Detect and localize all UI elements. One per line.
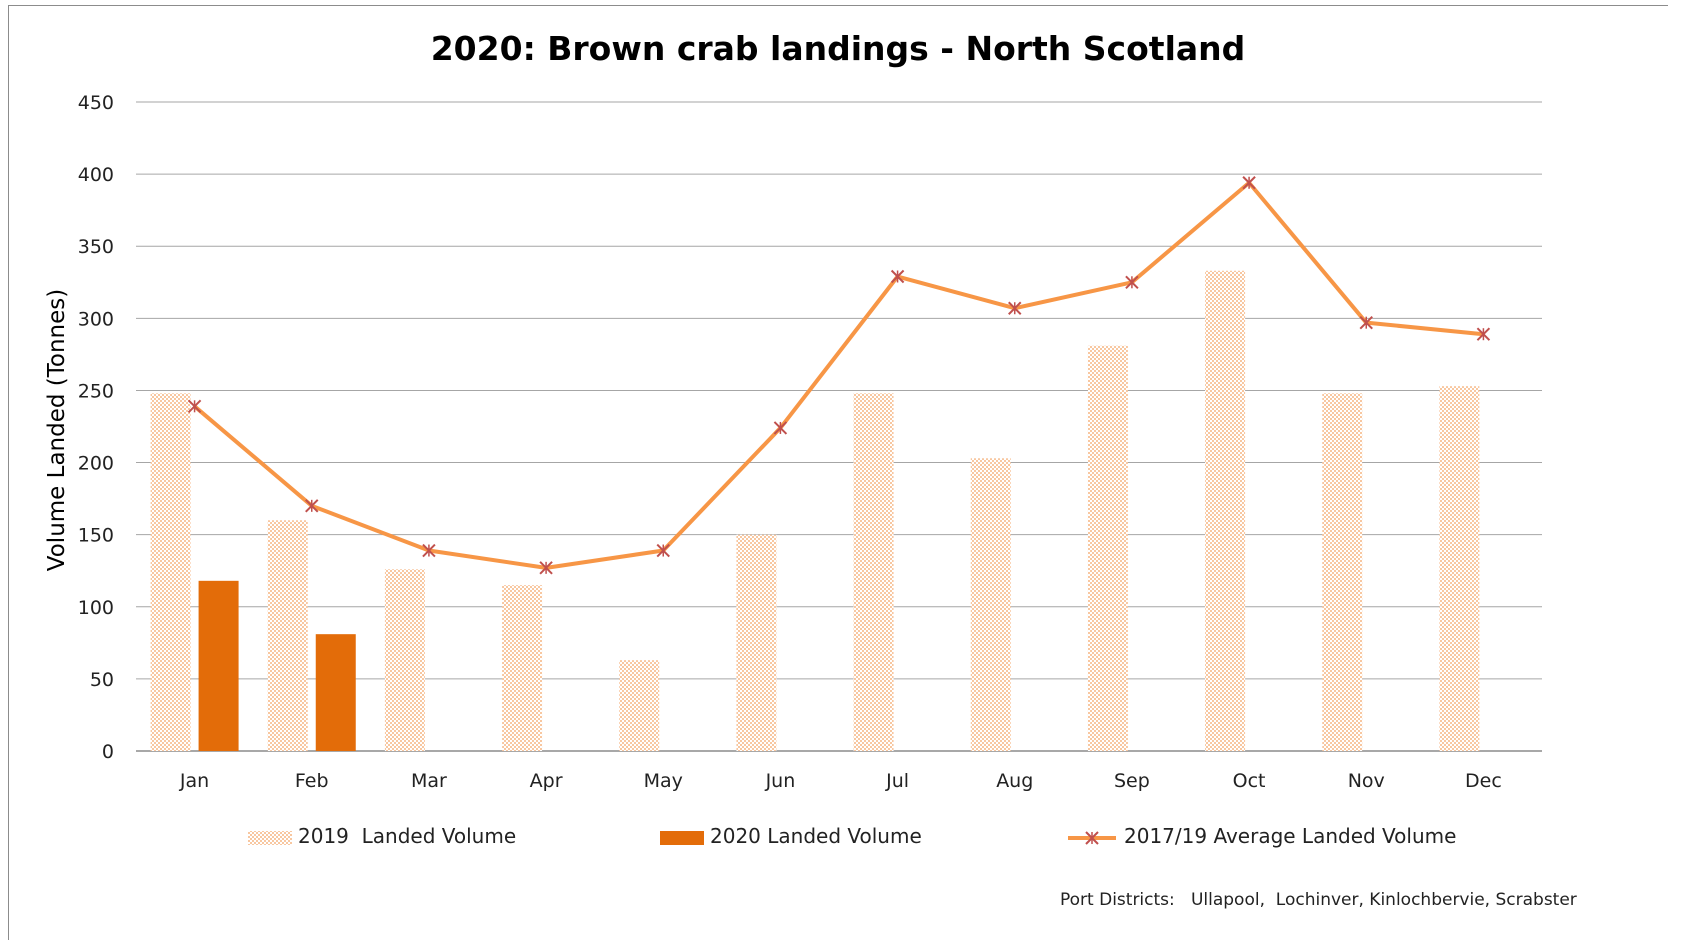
bar-2019-jun — [736, 534, 777, 751]
average-point-dec — [1476, 327, 1491, 341]
legend-swatch-average-marker — [1085, 831, 1099, 845]
legend-label-2019: 2019 Landed Volume — [298, 824, 516, 848]
y-tick-label: 50 — [90, 669, 114, 691]
bar-2019-oct — [1205, 270, 1246, 751]
average-point-may — [656, 543, 670, 558]
x-tick-label-feb: Feb — [295, 770, 329, 792]
port-districts-note: Port Districts: Ullapool, Lochinver, Kin… — [1060, 890, 1577, 910]
bar-2019-nov — [1322, 393, 1363, 751]
x-tick-label-jan: Jan — [179, 770, 209, 792]
x-tick-label-jul: Jul — [885, 770, 909, 792]
bar-series — [150, 270, 1480, 751]
average-point-mar — [422, 543, 436, 558]
x-tick-label-oct: Oct — [1233, 770, 1266, 792]
gridlines — [136, 101, 1542, 752]
y-tick-label: 100 — [78, 597, 114, 619]
y-tick-label: 150 — [78, 525, 114, 547]
legend-label-average: 2017/19 Average Landed Volume — [1124, 824, 1456, 848]
average-point-jun — [773, 421, 788, 435]
bar-2019-dec — [1439, 386, 1480, 751]
average-point-nov — [1359, 315, 1373, 330]
average-point-apr — [539, 561, 553, 575]
y-tick-labels: 0 50 100 150 200 250 300 350 400 450 — [78, 92, 114, 763]
average-point-jul — [890, 269, 905, 284]
bar-2019-apr — [502, 585, 543, 751]
x-tick-label-jun: Jun — [765, 770, 796, 792]
bar-2019-aug — [970, 458, 1011, 751]
chart-title: 2020: Brown crab landings - North Scotla… — [431, 29, 1246, 68]
bar-2020-jan — [198, 580, 239, 751]
legend-star-marker — [1085, 831, 1099, 845]
legend: 2019 Landed Volume 2020 Landed Volume 20… — [248, 824, 1456, 848]
average-point-feb — [305, 499, 319, 513]
y-tick-label: 250 — [78, 380, 114, 402]
legend-item-average: 2017/19 Average Landed Volume — [1068, 824, 1456, 848]
bar-2019-may — [619, 660, 660, 751]
x-tick-label-sep: Sep — [1114, 770, 1150, 792]
bar-2019-jul — [853, 393, 894, 751]
legend-item-2020: 2020 Landed Volume — [660, 824, 922, 848]
line-series — [187, 176, 1491, 575]
x-tick-label-mar: Mar — [411, 770, 447, 792]
y-tick-label: 450 — [78, 92, 114, 114]
legend-swatch-2019 — [248, 831, 292, 845]
y-axis-label: Volume Landed (Tonnes) — [44, 289, 70, 571]
average-point-aug — [1008, 301, 1022, 315]
x-tick-label-aug: Aug — [996, 770, 1033, 792]
legend-label-2020: 2020 Landed Volume — [710, 824, 922, 848]
bar-2019-feb — [267, 520, 308, 751]
y-tick-label: 300 — [78, 308, 114, 330]
y-tick-label: 350 — [78, 236, 114, 258]
x-tick-label-apr: Apr — [530, 770, 563, 792]
chart-frame — [8, 5, 1668, 940]
x-tick-labels: Jan Feb Mar Apr May Jun Jul Aug Sep Oct Nov Dec — [179, 770, 1502, 792]
bar-2019-sep — [1087, 345, 1128, 751]
average-point-oct — [1242, 176, 1256, 190]
x-tick-label-nov: Nov — [1348, 770, 1385, 792]
bar-2019-jan — [150, 393, 191, 751]
y-tick-label: 400 — [78, 164, 114, 186]
bar-2019-mar — [384, 569, 425, 751]
y-tick-label: 200 — [78, 453, 114, 475]
average-point-jan — [187, 399, 202, 414]
average-line — [193, 180, 1484, 570]
legend-swatch-2020 — [660, 831, 704, 845]
legend-item-2019: 2019 Landed Volume — [248, 824, 516, 848]
x-tick-label-may: May — [644, 770, 683, 792]
bar-2020-feb — [315, 634, 356, 751]
average-point-sep — [1125, 275, 1139, 289]
x-tick-label-dec: Dec — [1465, 770, 1502, 792]
y-tick-label: 0 — [102, 741, 114, 763]
